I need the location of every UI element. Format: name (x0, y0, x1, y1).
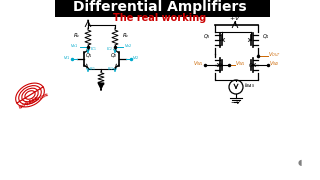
Text: $I_{C1}$: $I_{C1}$ (90, 45, 97, 53)
Text: $I_{E2}$: $I_{E2}$ (108, 65, 114, 73)
Text: $v_{i1}$: $v_{i1}$ (63, 54, 71, 62)
Text: CLEAR: CLEAR (24, 96, 40, 106)
Text: Differential Amplifiers: Differential Amplifiers (73, 0, 247, 14)
Text: $I_{C2}$: $I_{C2}$ (106, 45, 113, 53)
Text: The real working: The real working (113, 13, 207, 23)
Text: $R_c$: $R_c$ (73, 31, 81, 40)
Text: $Q_4$: $Q_4$ (262, 32, 270, 41)
Text: $V_{OUT}$: $V_{OUT}$ (268, 50, 281, 59)
Text: $V_{IN1}$: $V_{IN1}$ (235, 59, 246, 68)
Text: $V_{IN1}$: $V_{IN1}$ (193, 59, 204, 68)
Text: $V_{IN2}$: $V_{IN2}$ (269, 59, 280, 68)
Text: $Q_3$: $Q_3$ (203, 32, 211, 41)
Text: $v_{o1}$: $v_{o1}$ (70, 42, 79, 50)
Text: $V_{CC}$: $V_{CC}$ (97, 11, 109, 20)
Text: $-V$: $-V$ (230, 98, 242, 106)
Text: $Q_1$: $Q_1$ (85, 51, 93, 60)
Text: $R_c$: $R_c$ (122, 31, 130, 40)
Text: EXPLANATION: EXPLANATION (18, 93, 50, 110)
Text: ◖: ◖ (298, 158, 302, 166)
Text: $Q_2$: $Q_2$ (110, 51, 118, 60)
Text: $v_{o2}$: $v_{o2}$ (124, 42, 133, 50)
Text: $v_{i2}$: $v_{i2}$ (132, 54, 140, 62)
Text: $Q_1$: $Q_1$ (217, 61, 225, 70)
Text: $Q_2$: $Q_2$ (248, 61, 256, 70)
Text: $+V$: $+V$ (229, 14, 241, 22)
Text: $I_{E1}$: $I_{E1}$ (89, 65, 96, 73)
Text: $I_{BIAS}$: $I_{BIAS}$ (244, 81, 255, 90)
FancyBboxPatch shape (55, 0, 270, 17)
